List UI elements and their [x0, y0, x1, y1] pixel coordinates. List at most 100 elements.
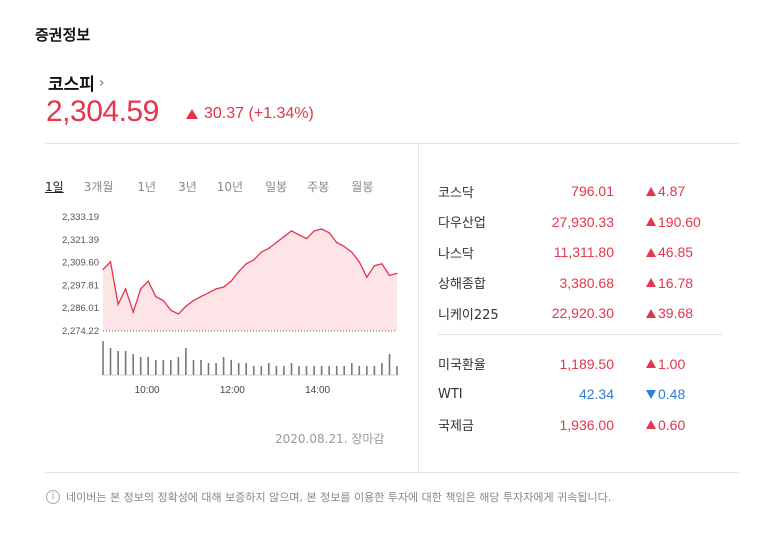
- period-tab-7[interactable]: 월봉: [351, 180, 374, 194]
- volume-bar: [328, 366, 330, 375]
- indicator-row[interactable]: 미국환율 1,189.50 1.00: [438, 349, 728, 380]
- price-point: [396, 272, 398, 274]
- volume-bar: [215, 363, 217, 375]
- y-tick-label: 2,297.81: [62, 280, 99, 291]
- date-note: 2020.08.21. 장마감: [275, 432, 385, 446]
- market-value: 3,380.68: [559, 274, 615, 291]
- price-point: [313, 230, 315, 232]
- price-point: [207, 292, 210, 294]
- indicator-value: 42.34: [578, 386, 614, 403]
- x-tick-label: 10:00: [135, 385, 160, 396]
- kospi-chart: 2,333.19 2,321.39 2,309.60 2,297.81 2,286.01…: [45, 205, 405, 405]
- market-value: 27,930.33: [551, 213, 614, 230]
- up-arrow-icon: [646, 278, 656, 288]
- index-change: 30.37 (+1.34%): [186, 105, 314, 123]
- price-point: [358, 261, 360, 263]
- market-row[interactable]: 상해종합 3,380.68 16.78: [438, 268, 728, 299]
- chevron-right-icon: ›: [98, 74, 105, 91]
- y-tick-label: 2,286.01: [62, 303, 99, 314]
- volume-bar: [290, 363, 293, 375]
- volume-bar: [237, 363, 240, 375]
- price-point: [275, 241, 277, 244]
- up-arrow-icon: [646, 186, 656, 196]
- market-change: 190.60: [646, 214, 701, 230]
- market-change: 39.68: [646, 305, 693, 321]
- volume-bar: [320, 366, 323, 375]
- price-point: [125, 288, 127, 290]
- market-change: 46.85: [646, 244, 693, 260]
- market-row[interactable]: 다우산업 27,930.33 190.60: [438, 207, 728, 238]
- indicator-change: 0.48: [646, 386, 685, 402]
- price-line: [102, 228, 398, 315]
- price-point: [215, 288, 217, 290]
- volume-bar: [124, 351, 127, 375]
- period-tab-6[interactable]: 주봉: [307, 180, 330, 194]
- price-point: [328, 232, 330, 234]
- volume-bar: [230, 360, 232, 375]
- volume-bar: [381, 363, 383, 375]
- y-tick-label: 2,321.39: [62, 235, 99, 246]
- price-point: [290, 230, 293, 232]
- y-tick-label: 2,309.60: [62, 258, 99, 269]
- volume-bar: [200, 360, 202, 375]
- volume-bar: [343, 366, 345, 375]
- price-point: [305, 238, 308, 240]
- market-name: 니케이225: [438, 307, 499, 323]
- volume-bar: [298, 366, 300, 375]
- volume-bar: [185, 348, 187, 375]
- period-tab-0[interactable]: 1일: [45, 180, 64, 194]
- period-tab-5[interactable]: 일봉: [265, 180, 288, 194]
- price-point: [185, 305, 187, 307]
- price-point: [260, 251, 262, 253]
- period-tabs: 1일 3개월 1년 3년 10년 일봉 주봉 월봉: [45, 178, 373, 195]
- volume-bar: [207, 363, 210, 375]
- price-point: [321, 228, 323, 230]
- price-point: [351, 251, 353, 253]
- indicator-name: WTI: [438, 386, 463, 402]
- price-point: [245, 263, 247, 265]
- period-tab-1[interactable]: 3개월: [83, 180, 114, 194]
- y-tick-label: 2,274.22: [62, 326, 99, 337]
- price-point: [192, 299, 195, 302]
- price-point: [140, 288, 142, 290]
- price-point: [147, 280, 149, 282]
- volume-bar: [275, 366, 278, 375]
- price-point: [388, 274, 391, 276]
- volume-bar: [102, 345, 104, 375]
- vertical-divider: [418, 143, 419, 472]
- chart-svg: 2,333.19 2,321.39 2,309.60 2,297.81 2,286.01…: [62, 212, 398, 396]
- top-divider: [45, 143, 739, 144]
- indicator-change: 0.60: [646, 417, 685, 433]
- market-row[interactable]: 니케이225 22,920.30 39.68: [438, 298, 728, 329]
- volume-bar: [139, 357, 142, 375]
- x-tick-label: 14:00: [305, 385, 330, 396]
- volume-bar: [132, 354, 134, 375]
- volume-bar: [335, 366, 338, 375]
- market-row[interactable]: 나스닥 11,311.80 46.85: [438, 237, 728, 268]
- market-row[interactable]: 코스닥 796.01 4.87: [438, 176, 728, 207]
- table-divider: [438, 333, 722, 335]
- volume-bar: [222, 357, 225, 375]
- volume-bar: [305, 366, 308, 375]
- period-tab-3[interactable]: 3년: [178, 180, 197, 194]
- price-point: [336, 241, 338, 244]
- price-point: [381, 263, 383, 265]
- volume-bar: [373, 366, 376, 375]
- period-tab-4[interactable]: 10년: [216, 180, 244, 194]
- indicator-row[interactable]: WTI 42.34 0.48: [438, 379, 728, 410]
- kospi-link[interactable]: 코스피 ›: [48, 70, 105, 96]
- up-arrow-icon: [646, 359, 656, 369]
- volume-bar: [358, 366, 361, 375]
- indicator-row[interactable]: 국제금 1,936.00 0.60: [438, 410, 728, 441]
- price-point: [298, 234, 300, 236]
- index-name: 코스피: [48, 75, 95, 95]
- volume-bar: [351, 363, 353, 375]
- volume-bar: [366, 366, 368, 375]
- volume-bar: [253, 366, 255, 375]
- market-value: 11,311.80: [553, 244, 614, 261]
- price-point: [132, 311, 134, 313]
- market-value: 22,920.30: [551, 305, 614, 322]
- market-name: 상해종합: [438, 277, 486, 293]
- price-point: [366, 276, 368, 278]
- period-tab-2[interactable]: 1년: [137, 180, 157, 194]
